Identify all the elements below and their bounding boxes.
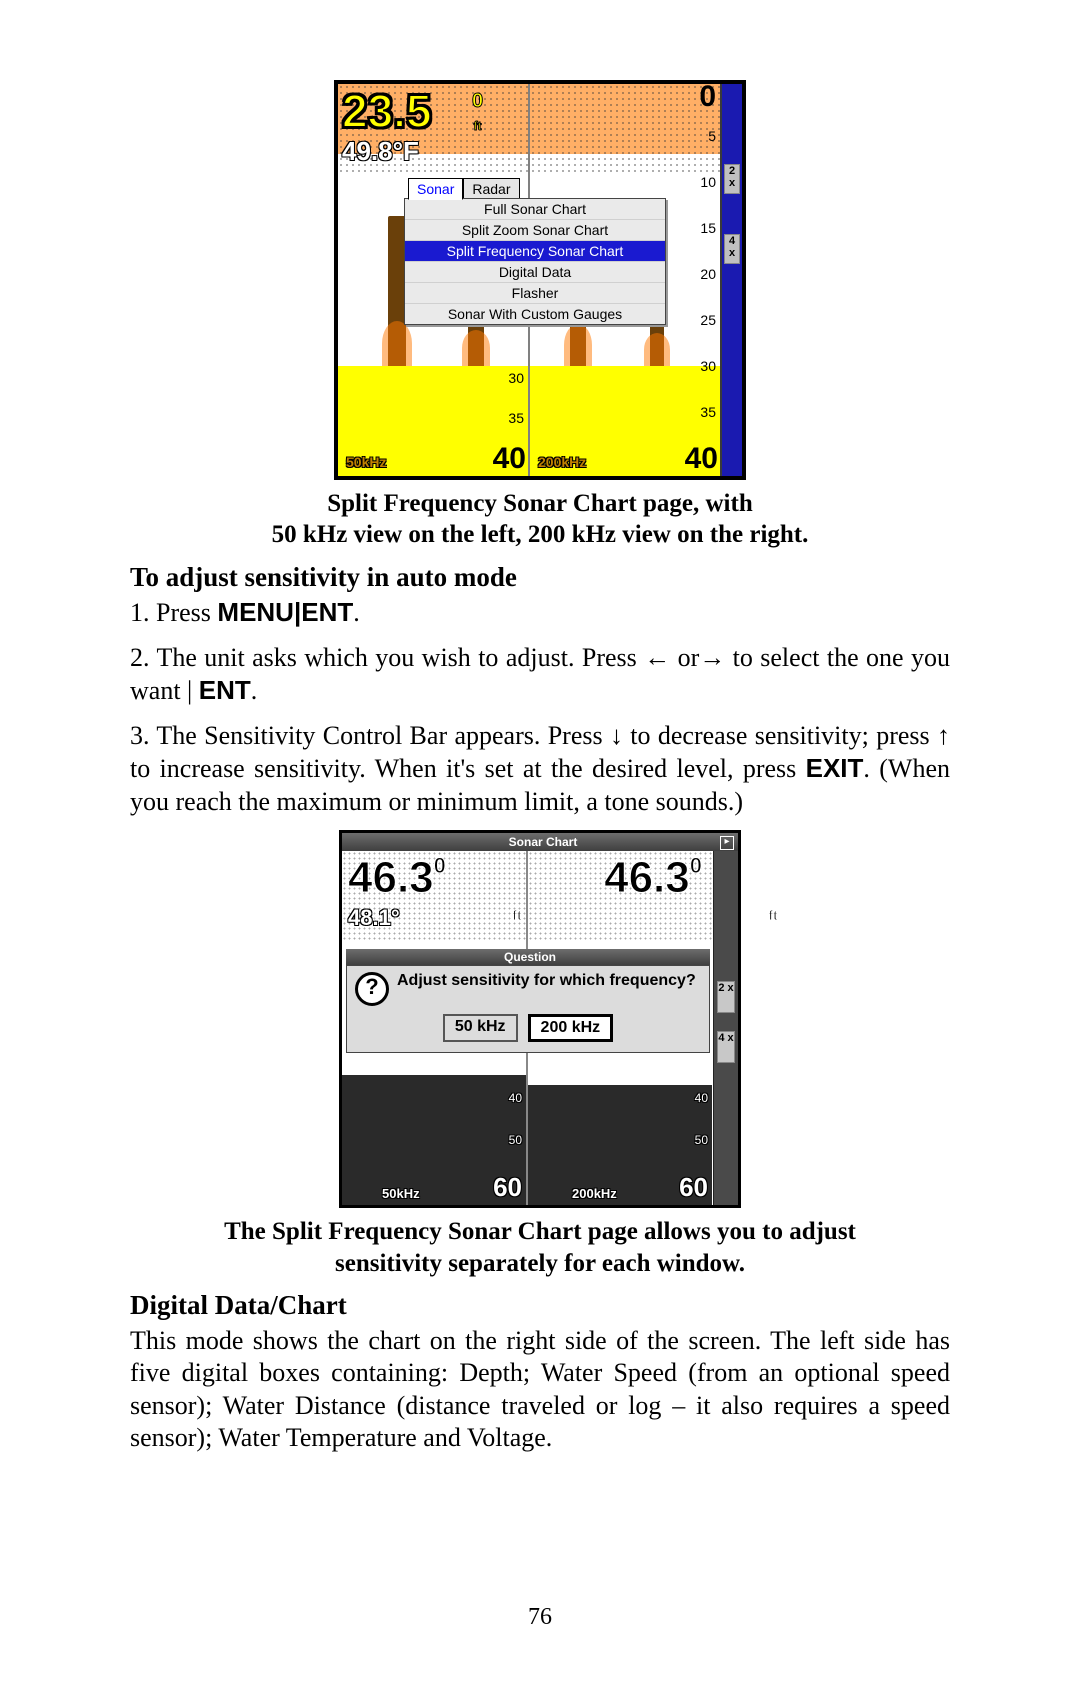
zoom-2x-button[interactable]: 2 x xyxy=(724,164,740,194)
depth-tick: 5 xyxy=(708,128,716,144)
depth-tick: 40 xyxy=(695,1091,708,1105)
freq-50khz-button[interactable]: 50 kHz xyxy=(443,1014,518,1042)
zoom-4x-button[interactable]: 4 x xyxy=(724,234,740,264)
gray-zoom-sidebar: 2 x 4 x xyxy=(713,851,738,1205)
digital-data-paragraph: This mode shows the chart on the right s… xyxy=(130,1325,950,1455)
sonar-figure-1: 50kHz 30 35 40 23.5 0 ft 49.8°F 0 200kH xyxy=(334,80,746,480)
depth-tick: 15 xyxy=(700,220,716,236)
zoom-2x-button[interactable]: 2 x xyxy=(717,981,735,1013)
menu-item-full-chart[interactable]: Full Sonar Chart xyxy=(405,199,665,220)
freq-200khz-button[interactable]: 200 kHz xyxy=(528,1014,614,1042)
sonar-page-menu: Full Sonar Chart Split Zoom Sonar Chart … xyxy=(404,198,666,325)
tab-radar[interactable]: Radar xyxy=(463,178,519,200)
heading-digital-data: Digital Data/Chart xyxy=(130,1289,950,1323)
depth-tick: 35 xyxy=(508,410,524,426)
depth-tick: 30 xyxy=(700,358,716,374)
depth-reading: 23.5 xyxy=(342,84,432,138)
depth-tick: 30 xyxy=(508,370,524,386)
question-titlebar: Question xyxy=(346,949,710,965)
page-number: 76 xyxy=(0,1602,1080,1632)
key-ent: ENT xyxy=(199,675,251,705)
tab-sonar[interactable]: Sonar xyxy=(408,178,463,200)
question-dialog: ? Adjust sensitivity for which frequency… xyxy=(346,965,710,1053)
figure1-caption: Split Frequency Sonar Chart page, with 5… xyxy=(130,488,950,551)
zoom-4x-button[interactable]: 4 x xyxy=(717,1031,735,1063)
titlebar-arrow-icon[interactable]: ▸ xyxy=(720,836,734,850)
depth-tick: 40 xyxy=(509,1091,522,1105)
depth-tick: 35 xyxy=(700,404,716,420)
right-frequency-label: 200kHz xyxy=(538,454,586,470)
menu-item-digital-data[interactable]: Digital Data xyxy=(405,262,665,283)
page-tabs: Sonar Radar xyxy=(408,178,520,200)
water-temp: 49.8°F xyxy=(342,136,419,167)
depth-tick: 25 xyxy=(700,312,716,328)
depth-zero-right: 0 xyxy=(699,80,716,114)
question-mark-icon: ? xyxy=(355,972,389,1006)
right-max-depth: 40 xyxy=(685,442,718,476)
key-menu-ent: MENU|ENT xyxy=(217,597,353,627)
window-titlebar: Sonar Chart ▸ xyxy=(342,833,738,851)
gray-right-khz: 200kHz xyxy=(572,1186,617,1201)
left-frequency-label: 50kHz xyxy=(346,454,386,470)
step-3: 3. The Sensitivity Control Bar appears. … xyxy=(130,720,950,819)
depth-reading-right: 46.30 ft xyxy=(604,853,702,953)
menu-item-split-zoom[interactable]: Split Zoom Sonar Chart xyxy=(405,220,665,241)
gray-left-max: 60 xyxy=(493,1172,522,1203)
menu-item-custom-gauges[interactable]: Sonar With Custom Gauges xyxy=(405,304,665,324)
depth-tick: 50 xyxy=(509,1133,522,1147)
sonar-figure-2: Sonar Chart ▸ 46.30 ft 48.1° 40 50 60 xyxy=(339,830,741,1208)
left-max-depth: 40 xyxy=(493,442,526,476)
gray-temp: 48.1° xyxy=(348,905,400,931)
depth-reading-left: 46.30 ft xyxy=(348,853,446,953)
depth-tick: 20 xyxy=(700,266,716,282)
figure2-caption: The Split Frequency Sonar Chart page all… xyxy=(130,1216,950,1279)
zoom-sidebar: 2 x 4 x xyxy=(720,84,742,476)
heading-adjust-sensitivity: To adjust sensitivity in auto mode xyxy=(130,561,950,595)
depth-tick: 10 xyxy=(700,174,716,190)
step-1: 1. Press MENU|ENT. xyxy=(130,596,950,630)
step-2: 2. The unit asks which you wish to adjus… xyxy=(130,642,950,708)
menu-item-flasher[interactable]: Flasher xyxy=(405,283,665,304)
question-text: Adjust sensitivity for which frequency? xyxy=(397,972,696,990)
menu-item-split-frequency[interactable]: Split Frequency Sonar Chart xyxy=(405,241,665,262)
key-exit: EXIT xyxy=(806,753,864,783)
depth-unit: ft xyxy=(474,119,482,133)
gray-left-khz: 50kHz xyxy=(382,1186,420,1201)
depth-tick: 50 xyxy=(695,1133,708,1147)
gray-right-max: 60 xyxy=(679,1172,708,1203)
depth-zero: 0 xyxy=(472,90,483,112)
